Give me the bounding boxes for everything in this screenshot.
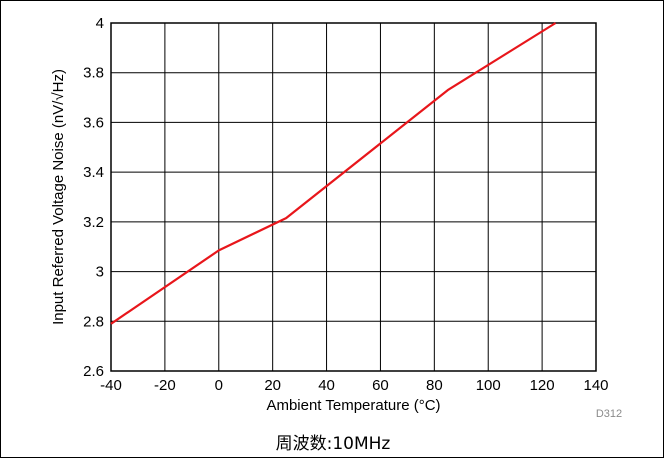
series-layer bbox=[110, 22, 557, 325]
y-tick-label: 3.6 bbox=[83, 114, 104, 131]
y-tick-label: 2.6 bbox=[83, 363, 104, 380]
plot-frame bbox=[110, 22, 597, 372]
x-tick-label: 80 bbox=[426, 377, 443, 394]
x-tick-label: 0 bbox=[215, 377, 223, 394]
x-tick-label: 100 bbox=[476, 377, 501, 394]
x-tick-labels: -40 -20 0 20 40 60 80 100 120 140 bbox=[100, 377, 608, 394]
x-tick-label: 60 bbox=[372, 377, 389, 394]
y-tick-label: 2.8 bbox=[83, 313, 104, 330]
x-tick-label: -40 bbox=[100, 377, 122, 394]
x-tick-label: -20 bbox=[154, 377, 176, 394]
y-tick-label: 3.4 bbox=[83, 164, 104, 181]
x-tick-label: 140 bbox=[583, 377, 608, 394]
y-tick-label: 3.2 bbox=[83, 214, 104, 231]
y-tick-label: 3.8 bbox=[83, 65, 104, 82]
grid bbox=[111, 23, 596, 371]
noise-series-line bbox=[110, 22, 557, 325]
x-tick-label: 20 bbox=[264, 377, 281, 394]
y-axis-label: Input Referred Voltage Noise (nV/√Hz) bbox=[50, 69, 67, 325]
y-tick-label: 3 bbox=[96, 264, 104, 281]
frequency-caption: 周波数:10MHz bbox=[275, 434, 391, 454]
x-tick-label: 120 bbox=[530, 377, 555, 394]
chart-id-label: D312 bbox=[596, 408, 622, 420]
x-tick-label: 40 bbox=[318, 377, 335, 394]
y-tick-labels: 2.6 2.8 3 3.2 3.4 3.6 3.8 4 bbox=[83, 15, 104, 380]
x-axis-label: Ambient Temperature (°C) bbox=[266, 397, 440, 414]
y-tick-label: 4 bbox=[96, 15, 104, 32]
